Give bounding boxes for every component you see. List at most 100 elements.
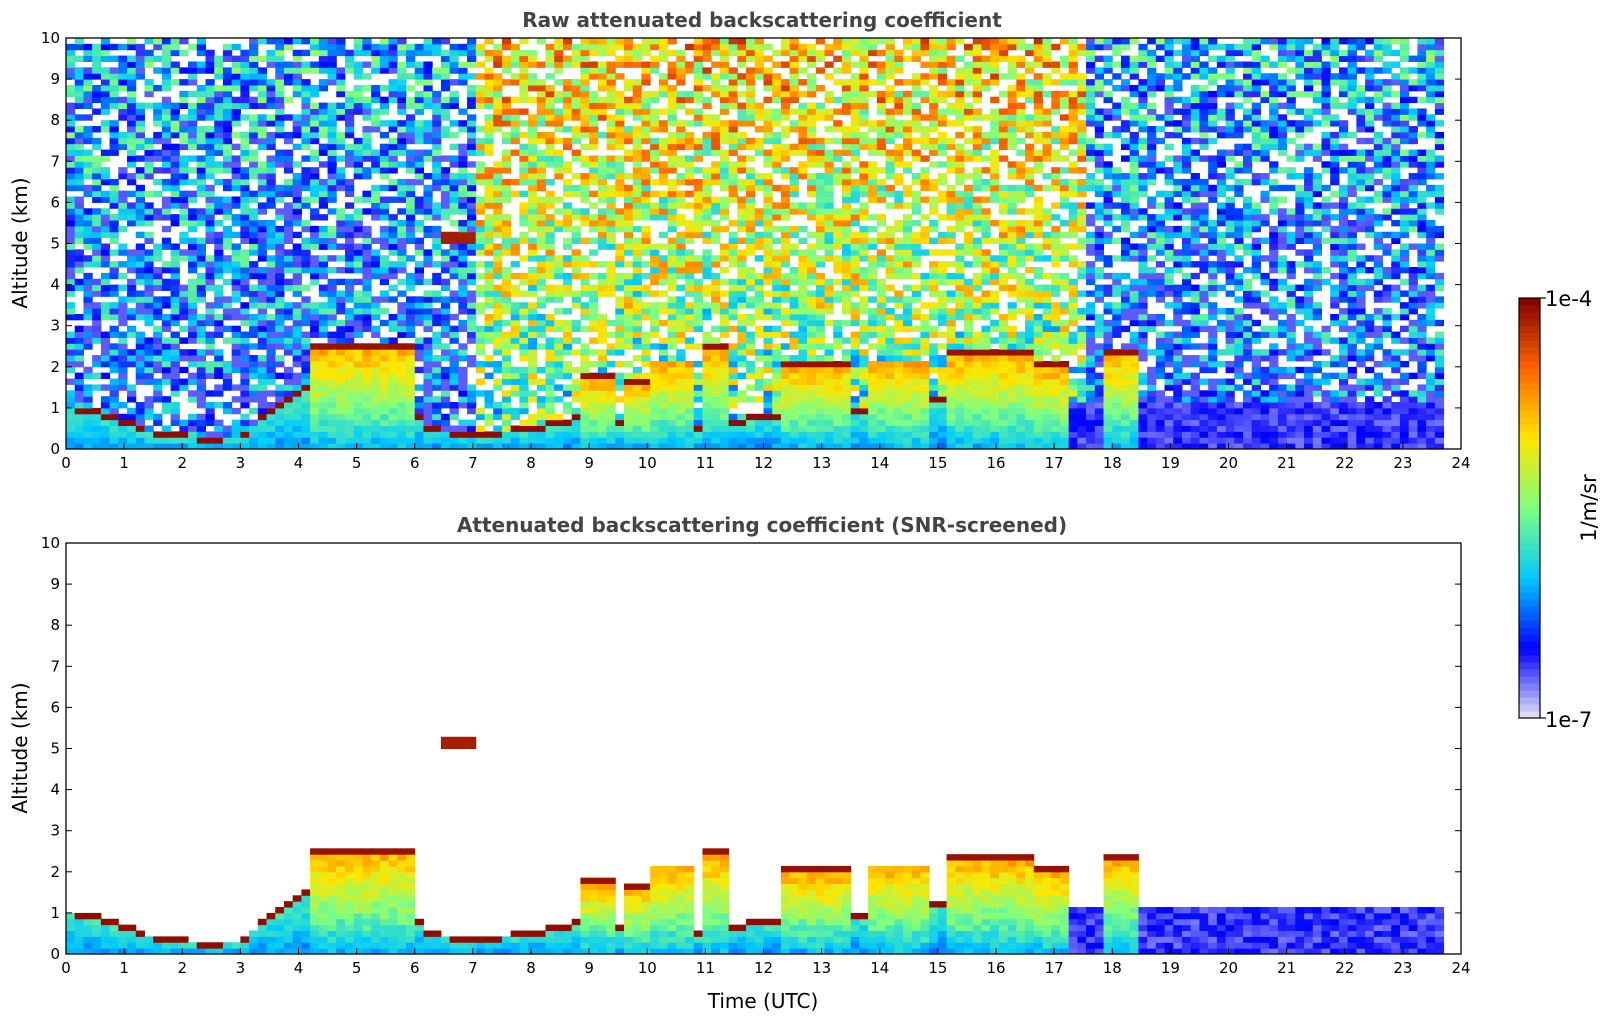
- heatmap-cell: [467, 149, 477, 156]
- heatmap-cell: [676, 196, 686, 203]
- heatmap-cell: [632, 313, 642, 321]
- heatmap-cell: [650, 407, 660, 415]
- heatmap-cell: [397, 178, 407, 186]
- heatmap-cell: [397, 61, 407, 68]
- heatmap-cell: [693, 143, 703, 151]
- heatmap-cell: [536, 266, 547, 274]
- heatmap-cell: [807, 266, 817, 274]
- heatmap-cell: [772, 61, 782, 68]
- heatmap-cell: [161, 266, 172, 274]
- heatmap-cell: [606, 96, 616, 104]
- heatmap-cell: [74, 325, 84, 333]
- heatmap-cell: [222, 402, 233, 409]
- heatmap-cell: [693, 184, 703, 192]
- heatmap-cell: [545, 114, 555, 121]
- heatmap-cell: [467, 208, 477, 215]
- heatmap-cell: [371, 302, 381, 309]
- heatmap-cell: [658, 90, 669, 98]
- heatmap-cell: [66, 208, 76, 215]
- heatmap-cell: [449, 443, 459, 450]
- heatmap-cell: [728, 290, 738, 297]
- heatmap-cell: [501, 231, 512, 239]
- heatmap-cell: [345, 413, 355, 421]
- heatmap-cell: [571, 126, 581, 133]
- heatmap-cell: [414, 67, 424, 74]
- heatmap-cell: [632, 319, 642, 327]
- heatmap-cell: [501, 149, 512, 156]
- heatmap-cell: [135, 360, 145, 368]
- heatmap-cell: [153, 331, 163, 338]
- heatmap-cell: [501, 431, 512, 438]
- heatmap-cell: [362, 102, 372, 109]
- heatmap-cell: [449, 325, 459, 333]
- heatmap-cell: [109, 96, 119, 104]
- heatmap-cell: [676, 319, 686, 327]
- heatmap-cell: [423, 61, 433, 68]
- heatmap-cell: [388, 366, 398, 374]
- heatmap-cell: [789, 384, 799, 391]
- heatmap-cell: [754, 272, 764, 280]
- heatmap-cell: [414, 402, 424, 409]
- heatmap-cell: [135, 73, 145, 80]
- heatmap-cell: [780, 372, 791, 380]
- heatmap-cell: [249, 284, 259, 291]
- heatmap-cell: [292, 419, 302, 427]
- heatmap-cell: [841, 243, 852, 250]
- heatmap-cell: [833, 372, 843, 380]
- heatmap-cell: [641, 102, 651, 109]
- heatmap-cell: [650, 190, 660, 198]
- heatmap-cell: [685, 43, 695, 51]
- heatmap-cell: [685, 425, 695, 432]
- heatmap-cell: [528, 61, 538, 68]
- heatmap-cell: [641, 61, 651, 68]
- heatmap-cell: [711, 126, 721, 133]
- heatmap-cell: [510, 149, 520, 156]
- heatmap-cell: [519, 237, 529, 244]
- heatmap-cell: [606, 384, 616, 391]
- heatmap-cell: [205, 55, 215, 62]
- heatmap-cell: [606, 425, 616, 432]
- heatmap-cell: [161, 349, 172, 356]
- heatmap-cell: [266, 196, 276, 203]
- heatmap-cell: [719, 90, 730, 98]
- heatmap-cell: [493, 79, 503, 86]
- heatmap-cell: [214, 284, 224, 291]
- heatmap-cell: [510, 190, 520, 198]
- heatmap-cell: [388, 225, 398, 233]
- heatmap-cell: [188, 337, 198, 344]
- heatmap-cell: [440, 396, 451, 403]
- heatmap-cell: [685, 231, 695, 239]
- heatmap-cell: [493, 243, 503, 250]
- heatmap-cell: [397, 413, 407, 421]
- heatmap-cell: [318, 349, 329, 356]
- heatmap-cell: [458, 167, 468, 174]
- heatmap-cell: [109, 120, 119, 127]
- heatmap-cell: [170, 390, 180, 397]
- heatmap-cell: [711, 137, 721, 145]
- heatmap-cell: [780, 255, 791, 262]
- heatmap-cell: [815, 284, 826, 291]
- heatmap-cell: [196, 126, 206, 133]
- heatmap-cell: [580, 372, 590, 380]
- heatmap-cell: [109, 149, 119, 156]
- heatmap-cell: [536, 343, 547, 350]
- heatmap-cell: [807, 90, 817, 98]
- heatmap-cell: [528, 437, 538, 444]
- heatmap-cell: [440, 425, 451, 432]
- heatmap-cell: [493, 349, 503, 356]
- heatmap-cell: [109, 360, 119, 368]
- heatmap-cell: [135, 302, 145, 309]
- heatmap-cell: [135, 413, 145, 421]
- heatmap-cell: [658, 349, 669, 356]
- heatmap-cell: [458, 178, 468, 186]
- heatmap-cell: [161, 84, 172, 92]
- heatmap-cell: [379, 208, 390, 215]
- heatmap-cell: [135, 155, 145, 162]
- heatmap-cell: [841, 296, 852, 303]
- heatmap-cell: [249, 102, 259, 109]
- heatmap-cell: [249, 73, 259, 80]
- heatmap-cell: [196, 296, 206, 303]
- heatmap-cell: [667, 331, 677, 338]
- heatmap-cell: [371, 266, 381, 274]
- heatmap-cell: [641, 131, 651, 139]
